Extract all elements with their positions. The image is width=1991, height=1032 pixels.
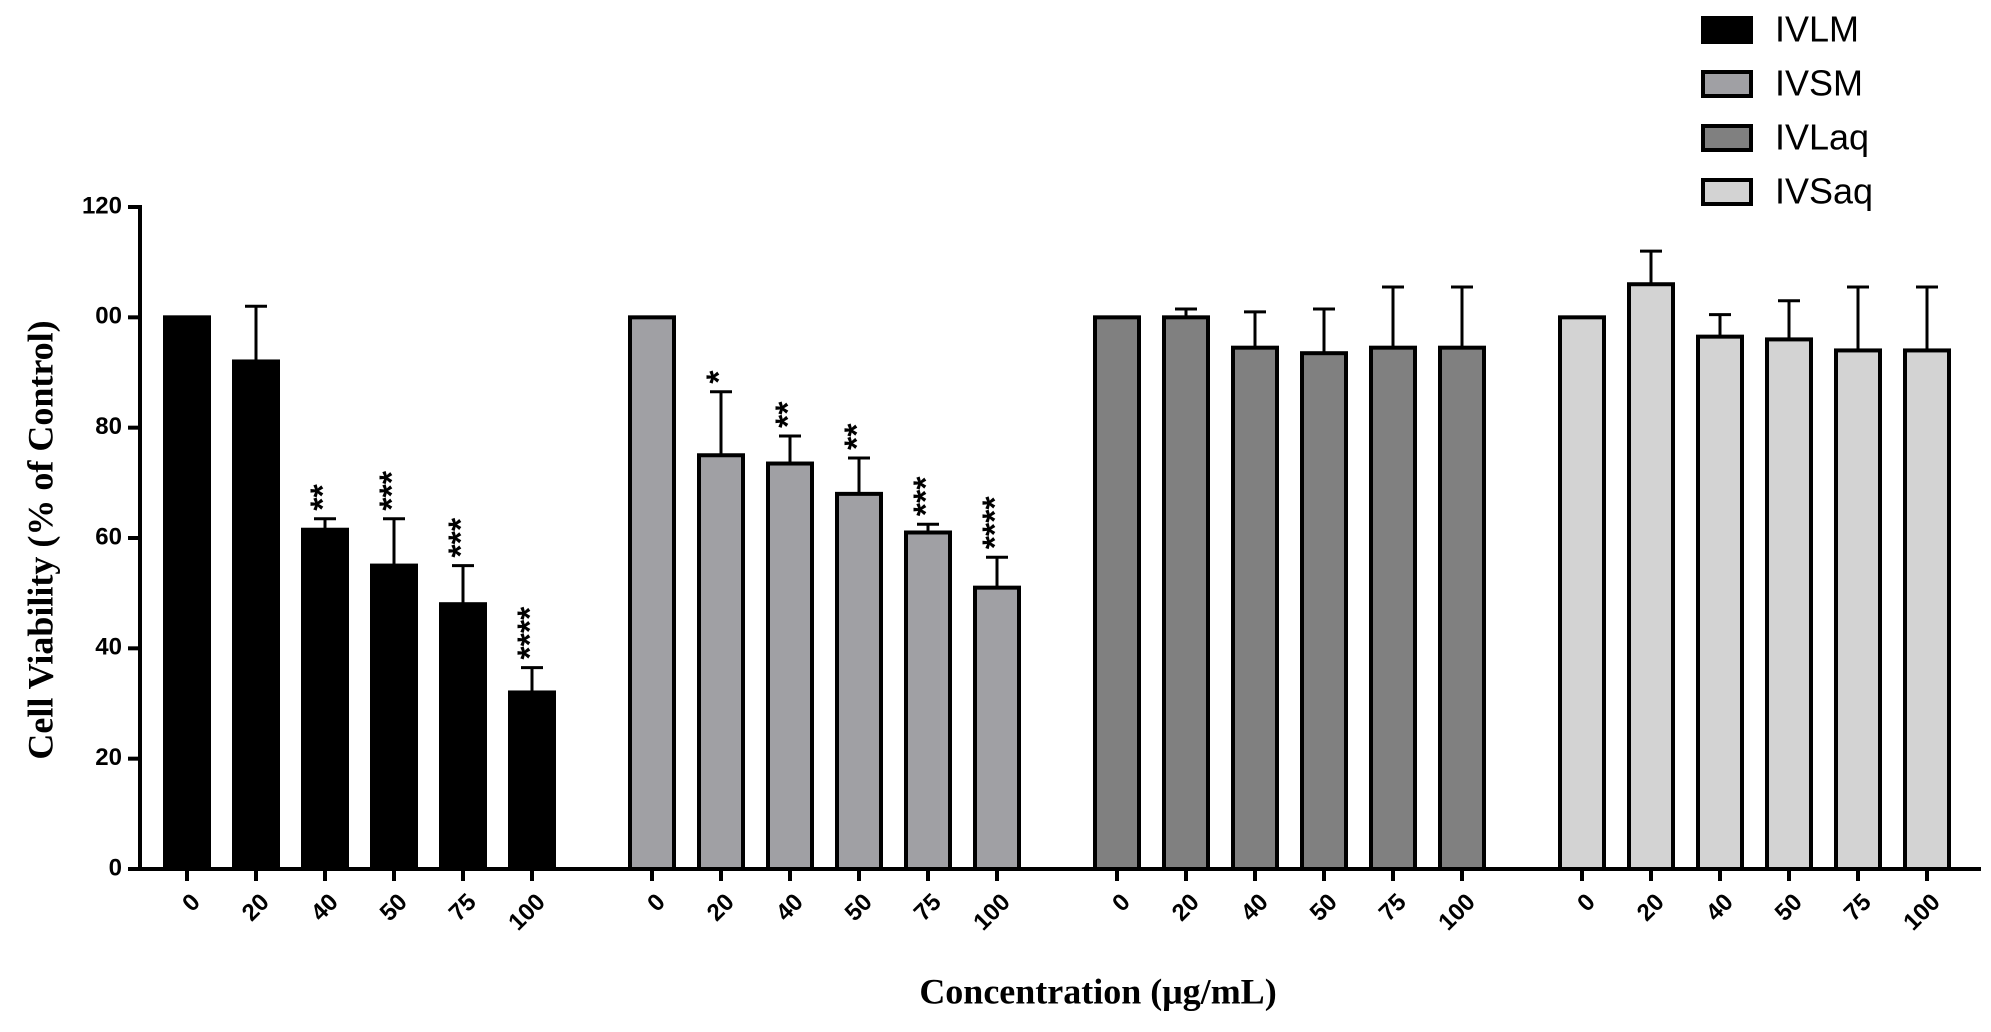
- bar: [1093, 315, 1141, 872]
- legend-label: IVSM: [1775, 63, 1863, 104]
- x-tick-label: 40: [1236, 889, 1274, 927]
- bar: [766, 461, 814, 871]
- bar: [1558, 315, 1606, 872]
- x-tick-label: 75: [1374, 889, 1412, 927]
- y-tick-label: 120: [82, 192, 122, 219]
- x-tick-label: 50: [1770, 889, 1808, 927]
- significance: ***: [907, 476, 945, 516]
- y-tick-label: 00: [95, 303, 122, 330]
- bar: [1696, 334, 1744, 871]
- bar: [1438, 345, 1486, 871]
- significance: **: [769, 401, 807, 428]
- legend-swatch: [1701, 70, 1753, 98]
- legend-label: IVLaq: [1775, 117, 1869, 158]
- bar: [697, 453, 745, 871]
- y-tick-label: 20: [95, 744, 122, 771]
- bar: [1369, 345, 1417, 871]
- x-tick-label: 100: [1898, 889, 1945, 936]
- x-tick-label: 0: [1572, 889, 1601, 918]
- significance: ****: [976, 496, 1014, 550]
- bar: [835, 491, 883, 871]
- significance: *: [700, 370, 738, 384]
- x-tick-label: 0: [1107, 889, 1136, 918]
- x-axis-title: Concentration (μg/mL): [919, 971, 1276, 1011]
- bar: [1300, 351, 1348, 872]
- bar: [904, 530, 952, 871]
- legend-label: IVSaq: [1775, 171, 1873, 212]
- x-tick-label: 75: [444, 889, 482, 927]
- x-tick-label: 50: [840, 889, 878, 927]
- significance: ***: [373, 470, 411, 510]
- bar: [1834, 348, 1882, 871]
- y-tick-label: 80: [95, 413, 122, 440]
- x-tick-label: 20: [1167, 889, 1205, 927]
- legend-swatch: [1701, 16, 1753, 44]
- legend-label: IVLM: [1775, 9, 1859, 50]
- x-tick-label: 40: [306, 889, 344, 927]
- bar: [439, 602, 487, 871]
- bar: [301, 527, 349, 871]
- bar: [508, 690, 556, 872]
- x-tick-label: 100: [968, 889, 1015, 936]
- significance: ****: [511, 606, 549, 660]
- bar: [628, 315, 676, 872]
- x-tick-label: 20: [237, 889, 275, 927]
- bar: [1162, 315, 1210, 872]
- bar: [1231, 345, 1279, 871]
- bar: [973, 585, 1021, 872]
- y-axis-title: Cell Viability (% of Control): [20, 320, 60, 759]
- bar: [232, 359, 280, 871]
- x-tick-label: 100: [1433, 889, 1480, 936]
- y-tick-label: 0: [109, 854, 122, 881]
- bar: [163, 315, 211, 872]
- x-tick-label: 75: [1839, 889, 1877, 927]
- x-tick-label: 50: [1305, 889, 1343, 927]
- bar: [370, 563, 418, 871]
- bar: [1765, 337, 1813, 871]
- bar: [1627, 282, 1675, 871]
- legend-swatch: [1701, 124, 1753, 152]
- x-tick-label: 40: [1701, 889, 1739, 927]
- y-tick-label: 60: [95, 523, 122, 550]
- legend-swatch: [1701, 178, 1753, 206]
- x-tick-label: 0: [177, 889, 206, 918]
- x-tick-label: 20: [702, 889, 740, 927]
- x-tick-label: 0: [642, 889, 671, 918]
- y-tick-label: 40: [95, 634, 122, 661]
- significance: ***: [442, 517, 480, 557]
- significance: **: [304, 483, 342, 510]
- significance: **: [838, 423, 876, 450]
- x-tick-label: 40: [771, 889, 809, 927]
- bar: [1903, 348, 1951, 871]
- x-tick-label: 100: [503, 889, 550, 936]
- x-tick-label: 20: [1632, 889, 1670, 927]
- x-tick-label: 50: [375, 889, 413, 927]
- x-tick-label: 75: [909, 889, 947, 927]
